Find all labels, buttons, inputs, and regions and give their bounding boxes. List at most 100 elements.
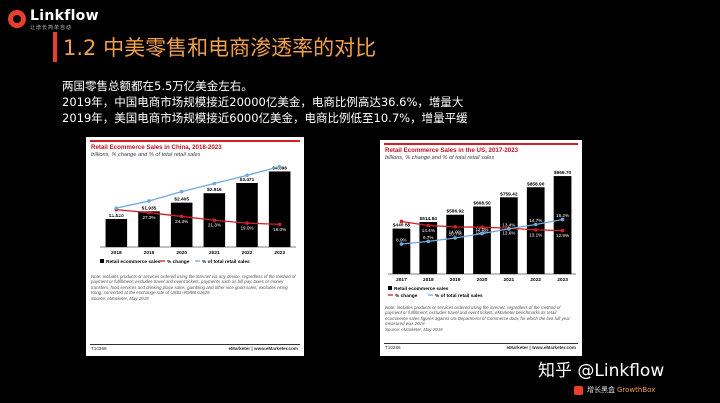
change-data-label: 24.3% — [175, 219, 188, 224]
legend-label-share: % of total retail sales — [435, 293, 483, 299]
change-point — [212, 218, 217, 223]
share-point — [212, 181, 217, 186]
bar — [105, 218, 128, 247]
bar-value-label: $668.50 — [473, 200, 491, 206]
share-data-label: 8.9% — [396, 238, 406, 243]
linkflow-logo-icon — [8, 10, 26, 28]
share-data-label: 63.9% — [273, 160, 286, 165]
x-tick-label: 2021 — [209, 250, 220, 256]
change-data-label: 18.0% — [273, 227, 286, 232]
legend-swatch-sales — [388, 286, 392, 290]
chart-top-rule — [384, 143, 578, 145]
change-data-label: 13.6% — [502, 231, 515, 236]
zhihu-watermark: 知乎 @Linkflow — [538, 361, 665, 381]
bar — [446, 214, 465, 274]
share-point — [277, 164, 282, 169]
bar-value-label: $3.471 — [240, 177, 255, 183]
bar — [553, 176, 572, 274]
brand-logo: Linkflow 让增长简单自动 — [8, 8, 99, 31]
change-point — [147, 210, 151, 215]
bar — [268, 171, 291, 247]
share-data-label: 10.7% — [449, 231, 462, 236]
change-point — [480, 225, 484, 230]
change-data-label: 19.0% — [240, 226, 253, 231]
x-tick-label: 2017 — [396, 277, 407, 283]
share-point — [114, 206, 119, 210]
x-tick-label: 2021 — [504, 277, 515, 283]
bullet-line: 2019年，中国电商市场规模接近20000亿美金，电商比例高达36.6%，增量大 — [62, 95, 464, 109]
title-accent-bar — [53, 32, 57, 62]
chart-id: T10368 — [91, 346, 107, 351]
chart-id: T10286 — [385, 345, 401, 350]
share-data-label: 14.7% — [529, 218, 542, 223]
slide-bullets: 两国零售总额都在5.5万亿美金左右。 2019年，中国电商市场规模接近20000… — [62, 78, 468, 126]
growthbox-cn: 增长黑盒 — [587, 386, 615, 394]
change-data-label: 15.6% — [395, 224, 408, 229]
chart-footer-line — [90, 344, 300, 345]
share-point — [453, 236, 457, 240]
x-tick-label: 2022 — [530, 277, 541, 283]
x-tick-label: 2022 — [242, 250, 253, 256]
share-point — [147, 199, 151, 203]
bar — [473, 206, 491, 274]
bar — [236, 182, 258, 247]
chart-note: Note: includes products or services orde… — [91, 274, 296, 301]
change-data-label: 14.0% — [449, 229, 462, 234]
share-point — [245, 173, 249, 178]
change-point — [533, 228, 538, 232]
share-point — [507, 227, 511, 231]
bar — [138, 211, 160, 247]
share-point — [399, 242, 404, 246]
legend-label-change: % change — [395, 293, 418, 299]
change-data-label: 14.4% — [422, 228, 435, 233]
slide-title-row: 1.2 中美零售和电商渗透率的对比 — [53, 32, 376, 62]
change-point — [426, 223, 431, 228]
share-data-label: 12.0% — [475, 227, 488, 232]
share-data-label: 30.9% — [110, 202, 123, 207]
change-point — [453, 225, 457, 229]
bar-value-label: $969.70 — [554, 170, 572, 176]
bar-value-label: $449.88 — [393, 223, 411, 229]
bar-value-label: $2.405 — [174, 197, 189, 203]
change-data-label: 13.1% — [529, 232, 542, 237]
brand-name: Linkflow — [30, 8, 99, 24]
share-point — [426, 239, 431, 244]
share-data-label: 9.7% — [423, 235, 433, 240]
us-chart-plot: $449.88 2017 $514.84 2018 $586.92 2019 $668.50… — [388, 170, 576, 299]
slide-title: 1.2 中美零售和电商渗透率的对比 — [63, 36, 377, 60]
bar-value-label: $586.92 — [446, 209, 464, 215]
china-chart-plot: $1.520 2018 $1.935 2019 $2.405 2020 $2.916 2021… — [100, 160, 296, 265]
x-tick-label: 2020 — [477, 277, 488, 283]
change-point — [179, 214, 184, 219]
share-data-label: 13.4% — [502, 222, 515, 227]
legend-label-sales: Retail ecommerce sales — [106, 259, 161, 265]
legend-swatch-sales — [100, 259, 104, 263]
share-point — [560, 217, 565, 222]
bar-value-label: $514.84 — [420, 216, 438, 222]
chart-subtitle: billions, % change and % of total retail… — [385, 155, 495, 161]
x-tick-label: 2020 — [176, 250, 187, 256]
change-data-label: 12.9% — [556, 233, 569, 238]
share-data-label: 50.5% — [208, 177, 221, 182]
growthbox-logo-icon — [574, 385, 583, 395]
legend-label-change: % change — [167, 259, 190, 265]
x-tick-label: 2019 — [144, 250, 155, 256]
chart-title: Retail Ecommerce Sales in the US, 2017-2… — [385, 147, 519, 154]
bullet-line: 2019年，美国电商市场规模接近6000亿美金，电商比例低至10.7%，增量平缓 — [62, 111, 468, 125]
chart-note: Note: includes products or services orde… — [385, 305, 570, 332]
share-data-label: 16.2% — [556, 213, 569, 218]
bullet-line: 两国零售总额都在5.5万亿美金左右。 — [62, 79, 253, 93]
change-point — [277, 222, 282, 227]
bar — [419, 222, 438, 274]
share-data-label: 57.0% — [240, 169, 253, 174]
growthbox-en: GrowthBox — [617, 386, 656, 394]
bar-value-label: $858.90 — [527, 181, 545, 187]
china-chart-panel: Retail Ecommerce Sales in China, 2018-20… — [86, 137, 304, 356]
emarketer-brand: eMarketer | www.eMarketer.com — [506, 345, 576, 350]
change-data-label: 27.3% — [142, 215, 155, 220]
x-tick-label: 2023 — [274, 250, 285, 256]
change-data-label: 29.7% — [110, 212, 123, 217]
chart-footer-line — [384, 343, 578, 344]
change-point — [560, 228, 565, 233]
bar — [499, 197, 518, 274]
